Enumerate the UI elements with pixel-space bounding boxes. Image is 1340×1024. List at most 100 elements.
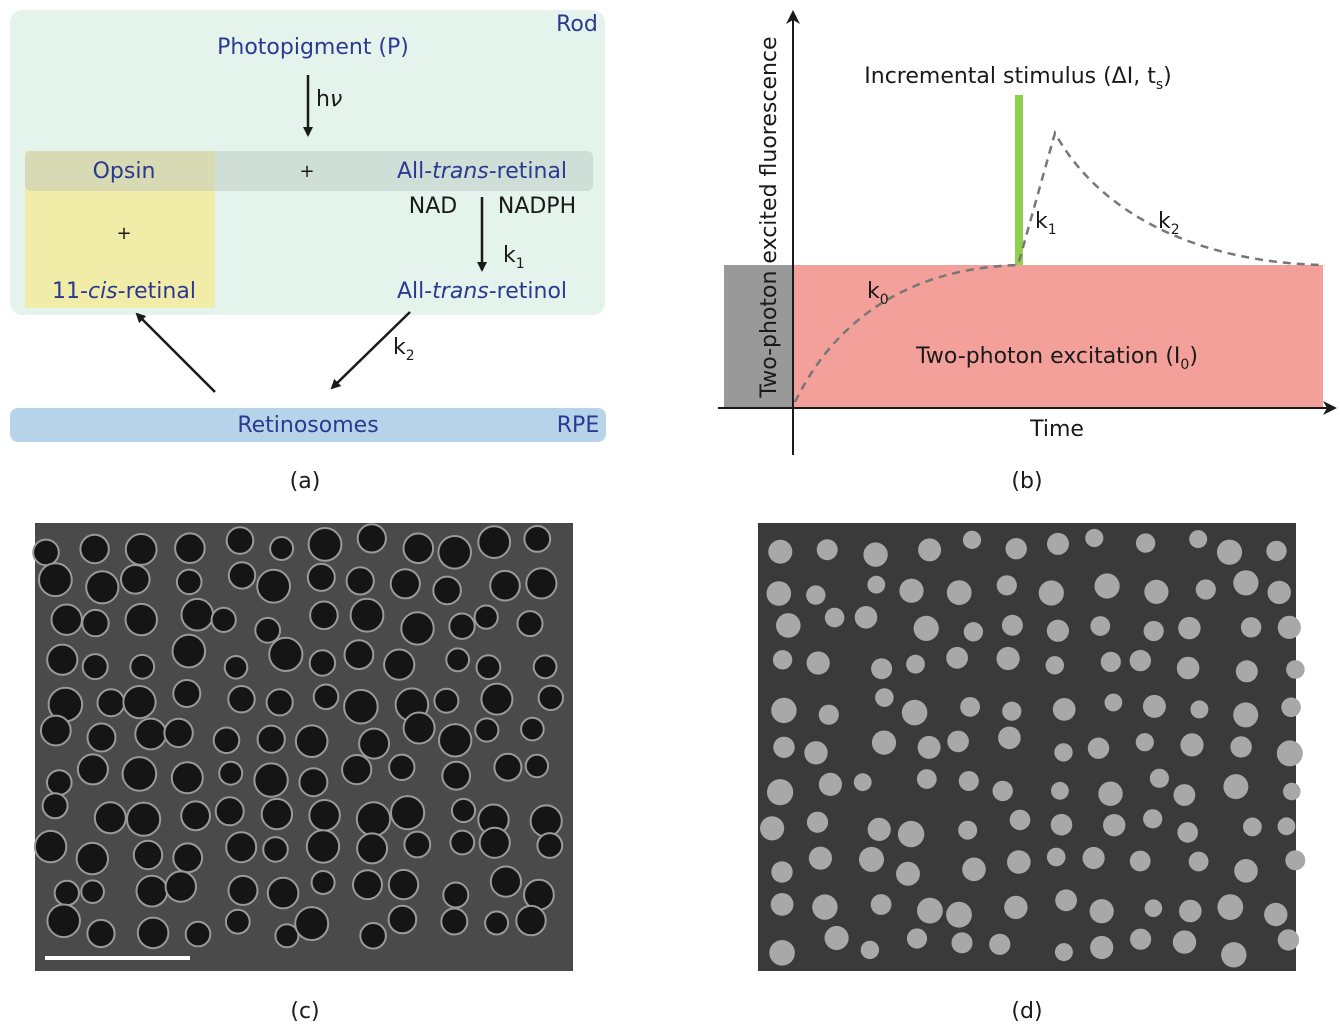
cell xyxy=(38,562,73,598)
cell xyxy=(212,726,241,755)
cell xyxy=(480,682,514,716)
cell xyxy=(403,830,432,859)
cell xyxy=(1052,698,1076,721)
cell xyxy=(806,811,829,833)
cell xyxy=(122,685,157,720)
cell xyxy=(306,562,336,592)
cell xyxy=(343,639,375,671)
cell xyxy=(81,653,109,681)
rpe-label: RPE xyxy=(557,413,599,438)
cell xyxy=(1129,850,1151,872)
cell xyxy=(355,801,392,837)
cell xyxy=(960,697,980,717)
cell xyxy=(896,861,920,886)
cell xyxy=(1094,573,1120,599)
cell xyxy=(383,648,416,681)
cell xyxy=(489,865,522,898)
cell xyxy=(806,651,830,675)
cell xyxy=(906,928,928,949)
cell xyxy=(867,575,886,594)
cell xyxy=(352,869,383,901)
cell xyxy=(1087,737,1110,759)
cell xyxy=(390,795,426,831)
cell xyxy=(32,538,60,567)
cell xyxy=(816,539,838,561)
band xyxy=(25,151,593,191)
all-trans-retinal: All-trans-retinal xyxy=(397,159,567,184)
cell xyxy=(1090,935,1114,960)
cell xyxy=(1005,538,1027,560)
micrograph-d xyxy=(758,523,1306,971)
cell xyxy=(1046,619,1069,642)
cell xyxy=(771,697,797,724)
cell xyxy=(86,722,117,753)
cell xyxy=(214,796,245,827)
cell xyxy=(402,711,436,745)
cell xyxy=(917,897,943,924)
cell xyxy=(1009,809,1031,831)
cell xyxy=(1130,928,1152,950)
cell xyxy=(489,569,521,602)
cell xyxy=(136,916,170,950)
cell xyxy=(1233,570,1259,596)
cell xyxy=(180,597,215,632)
cell xyxy=(992,780,1013,802)
cell xyxy=(1264,902,1288,927)
cell xyxy=(474,717,500,743)
cell xyxy=(1267,580,1291,605)
cell xyxy=(269,536,295,561)
cell xyxy=(256,724,286,754)
cell xyxy=(41,792,69,820)
cell xyxy=(389,568,421,600)
cell xyxy=(218,760,244,786)
cell xyxy=(524,753,550,779)
cell xyxy=(516,610,544,638)
cell xyxy=(812,894,838,920)
cell xyxy=(33,829,68,864)
cell xyxy=(946,580,972,605)
cell xyxy=(265,688,294,717)
cell xyxy=(525,567,558,600)
cell xyxy=(308,649,337,677)
cell xyxy=(996,646,1020,671)
cell xyxy=(1189,530,1208,549)
cell xyxy=(402,532,435,565)
cell xyxy=(1104,693,1123,712)
panel-a: Rod Photopigment (P) hν Opsin + All-tran… xyxy=(10,10,606,494)
cell xyxy=(294,724,329,759)
caption: (c) xyxy=(290,999,319,1024)
cell xyxy=(962,857,986,882)
cell xyxy=(442,881,470,909)
cell xyxy=(310,870,336,895)
cell xyxy=(53,879,81,907)
cell xyxy=(294,906,330,942)
cell xyxy=(1046,847,1066,867)
cell xyxy=(958,771,979,791)
cell xyxy=(172,842,204,874)
cell xyxy=(448,612,476,640)
cell xyxy=(906,654,925,674)
cell xyxy=(1038,580,1064,606)
all-trans-retinol: All-trans-retinol xyxy=(397,279,567,304)
cell xyxy=(312,683,340,711)
cell xyxy=(946,646,968,669)
cell xyxy=(853,773,872,792)
cell xyxy=(1085,528,1104,548)
cell xyxy=(260,797,294,831)
cell xyxy=(46,643,79,676)
cell xyxy=(121,756,158,792)
caption: (b) xyxy=(1011,469,1042,494)
cell xyxy=(1277,615,1301,640)
hv: hν xyxy=(316,87,342,112)
arrow xyxy=(330,311,411,390)
cell xyxy=(1144,579,1169,604)
cell xyxy=(859,846,884,872)
cell xyxy=(298,767,329,798)
cell xyxy=(135,874,169,908)
cell xyxy=(1283,782,1301,801)
rod-label: Rod xyxy=(556,12,598,37)
cell xyxy=(1285,850,1306,871)
cell xyxy=(1144,899,1163,917)
cell xyxy=(46,769,73,796)
cell xyxy=(1055,889,1077,912)
